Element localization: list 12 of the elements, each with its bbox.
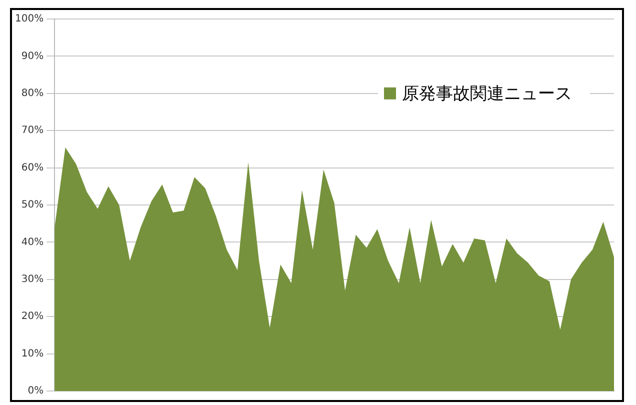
- y-tick-label: 40%: [21, 236, 44, 248]
- legend-label: 原発事故関連ニュース: [402, 84, 572, 104]
- y-tick-label: 30%: [21, 274, 44, 285]
- y-tick-label: 50%: [21, 200, 44, 211]
- y-tick-label: 10%: [21, 348, 44, 360]
- y-tick-label: 0%: [28, 386, 44, 397]
- y-tick-label: 60%: [21, 162, 44, 174]
- y-tick-label: 80%: [21, 88, 44, 99]
- y-tick-label: 20%: [21, 311, 44, 322]
- y-tick-label: 100%: [14, 14, 44, 25]
- y-tick-label: 90%: [21, 50, 44, 62]
- y-tick-label: 70%: [21, 125, 44, 136]
